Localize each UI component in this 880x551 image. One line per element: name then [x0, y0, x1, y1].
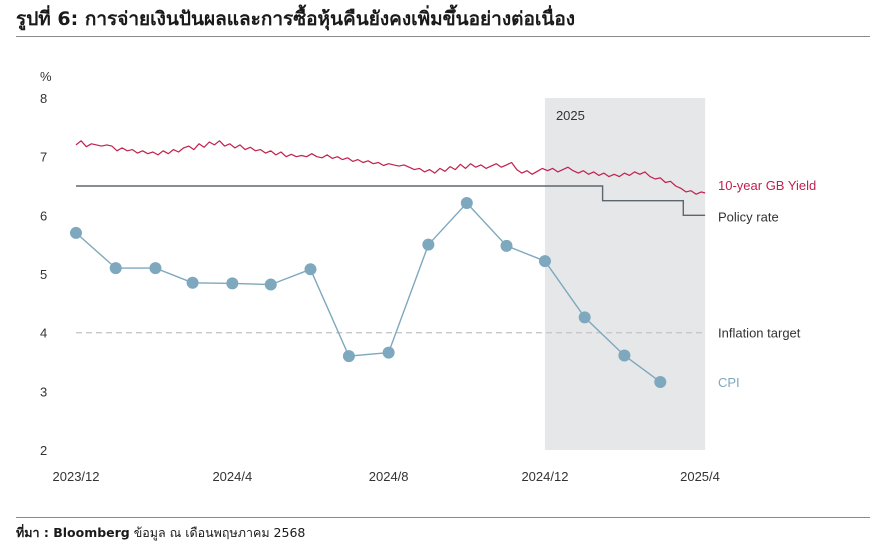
- title-divider: [16, 36, 870, 37]
- cpi-data-point: [109, 262, 122, 275]
- y-tick-label: 7: [40, 150, 47, 165]
- source-note: ที่มา : Bloomberg ข้อมูล ณ เดือนพฤษภาคม …: [16, 523, 305, 543]
- shaded-region-2025: [544, 98, 706, 450]
- cpi-data-point: [186, 276, 199, 289]
- cpi-data-point: [538, 255, 551, 268]
- series-label-policy-rate: Policy rate: [718, 209, 779, 224]
- cpi-data-point: [264, 278, 277, 291]
- x-tick-label: 2024/8: [369, 469, 409, 484]
- cpi-data-point: [149, 262, 162, 275]
- y-tick-label: 6: [40, 208, 47, 223]
- cpi-data-point: [342, 350, 355, 363]
- y-tick-label: 3: [40, 384, 47, 399]
- source-prefix: ที่มา : Bloomberg: [16, 525, 130, 540]
- x-tick-label: 2025/4: [680, 469, 720, 484]
- x-tick-label: 2024/12: [521, 469, 568, 484]
- cpi-data-point: [654, 375, 667, 388]
- x-tick-label: 2023/12: [53, 469, 100, 484]
- cpi-data-point: [304, 263, 317, 276]
- series-line-policy-rate: [76, 185, 706, 217]
- shaded-region-label: 2025: [556, 108, 585, 123]
- series-label-inflation-target: Inflation target: [718, 326, 801, 341]
- cpi-data-point: [226, 277, 239, 290]
- x-tick-label: 2024/4: [212, 469, 252, 484]
- series-label-10y-gb-yield: 10-year GB Yield: [718, 178, 816, 193]
- chart-canvas: 2025 % 2 3 4 5 6 7 8 2023/12 2024/4 2024/8 2024/12 2…: [40, 69, 816, 484]
- y-tick-label: 4: [40, 326, 47, 341]
- y-axis-unit-label: %: [40, 69, 52, 84]
- y-tick-label: 8: [40, 91, 47, 106]
- series-line-cpi: [75, 201, 661, 383]
- series-label-cpi: CPI: [718, 375, 740, 390]
- cpi-data-point: [578, 311, 591, 324]
- cpi-data-point: [422, 238, 435, 251]
- cpi-data-point: [618, 349, 631, 362]
- cpi-data-point: [500, 239, 513, 252]
- source-detail: ข้อมูล ณ เดือนพฤษภาคม 2568: [129, 525, 306, 540]
- y-tick-label: 2: [40, 443, 47, 458]
- cpi-data-point: [460, 197, 473, 210]
- y-tick-label: 5: [40, 267, 47, 282]
- series-line-10y-gb-yield: [75, 140, 706, 195]
- cpi-data-point: [70, 226, 82, 239]
- page-title: รูปที่ 6: การจ่ายเงินปันผลและการซื้อหุ้น…: [16, 8, 576, 30]
- source-divider: [16, 517, 870, 518]
- cpi-data-point: [382, 346, 395, 359]
